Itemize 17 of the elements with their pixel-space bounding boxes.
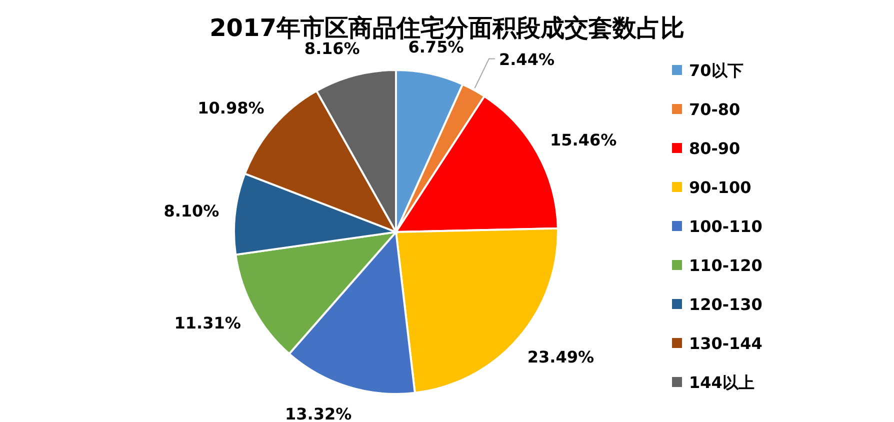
legend-label: 90-100 [689, 178, 752, 197]
data-label: 15.46% [550, 130, 617, 150]
legend-label: 130-144 [689, 334, 762, 353]
data-label: 13.32% [284, 404, 352, 422]
data-label: 23.49% [527, 348, 594, 367]
legend-label: 80-90 [689, 139, 740, 158]
data-label: 8.10% [164, 201, 220, 220]
data-label: 2.44% [498, 50, 554, 69]
data-label: 11.31% [174, 313, 241, 332]
legend-label: 70-80 [689, 100, 740, 119]
legend-label: 70以下 [689, 61, 744, 80]
legend-label: 110-120 [689, 256, 762, 275]
data-label: 8.16% [304, 39, 360, 58]
legend-label: 144以上 [689, 373, 754, 392]
data-label: 10.98% [198, 98, 264, 118]
legend-label: 100-110 [689, 217, 762, 236]
legend-label: 120-130 [689, 295, 762, 314]
